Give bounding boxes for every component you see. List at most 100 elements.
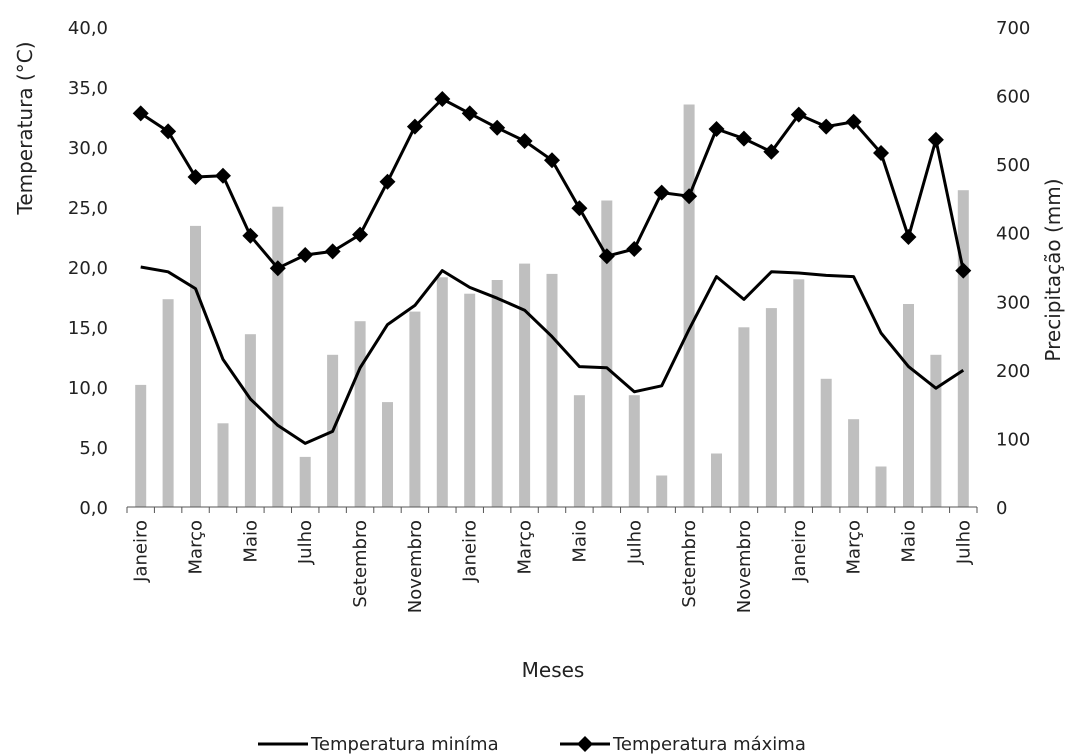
legend: Temperatura miníma Temperatura máxima — [258, 734, 806, 754]
max-temperature-marker — [434, 91, 451, 107]
max-temperature-marker — [955, 262, 972, 279]
precipitation-bar — [217, 423, 229, 507]
x-tick-label: Janeiro — [789, 520, 810, 583]
left-tick-label: 15,0 — [68, 318, 108, 339]
x-tick-label: Julho — [295, 520, 316, 565]
max-temperature-marker — [845, 113, 862, 130]
precipitation-bar — [930, 354, 942, 507]
y-axis-left-title: Temperatura (°C) — [13, 41, 37, 215]
precipitation-bar — [135, 384, 147, 507]
x-tick-label: Março — [515, 520, 536, 574]
max-temperature-line — [139, 97, 965, 271]
x-tick-label: Novembro — [734, 520, 755, 613]
precipitation-bar — [793, 279, 805, 507]
precipitation-bars — [135, 104, 969, 507]
legend-max-marker — [577, 736, 593, 752]
x-tick-label: Maio — [899, 520, 920, 563]
max-temperature-series — [132, 91, 972, 279]
right-tick-label: 400 — [996, 224, 1030, 245]
max-temperature-marker — [818, 118, 835, 135]
max-temperature-marker — [461, 105, 478, 122]
precipitation-bar — [409, 311, 421, 507]
x-axis-title: Meses — [522, 658, 585, 682]
max-temperature-marker — [544, 152, 560, 169]
x-axis-ticks: Janeiro Março Maio Julho Setembro Novembro Jan… — [131, 520, 975, 613]
max-temperature-marker — [489, 119, 506, 136]
max-temperature-marker — [160, 123, 177, 140]
x-tick-label: Março — [844, 520, 865, 574]
precipitation-bar — [765, 308, 777, 507]
max-temperature-marker — [927, 131, 944, 148]
max-temperature-marker — [187, 169, 204, 185]
legend-max-label: Temperatura máxima — [612, 734, 806, 754]
max-temperature-marker — [626, 241, 643, 257]
precipitation-bar — [464, 293, 476, 507]
max-temperature-marker — [873, 145, 890, 161]
precipitation-bar — [573, 395, 585, 507]
precipitation-bar — [601, 200, 613, 507]
max-temperature-marker — [763, 143, 780, 160]
right-tick-label: 600 — [996, 87, 1030, 108]
max-temperature-marker — [297, 247, 314, 263]
right-tick-label: 0 — [996, 498, 1007, 519]
precipitation-bar — [272, 206, 284, 507]
min-temperature-line — [140, 265, 965, 445]
precipitation-bar — [957, 190, 969, 507]
precipitation-bar — [628, 395, 640, 507]
max-temperature-marker — [406, 118, 423, 135]
x-tick-label: Setembro — [679, 520, 700, 608]
precipitation-bar — [491, 280, 503, 507]
max-temperature-marker — [132, 105, 149, 122]
precipitation-bar — [382, 402, 393, 507]
right-axis-ticks: 0 100 200 300 400 500 600 700 — [996, 18, 1030, 519]
left-tick-label: 5,0 — [79, 438, 108, 459]
y-axis-right-title: Precipitação (mm) — [1041, 178, 1065, 361]
left-tick-label: 0,0 — [79, 498, 108, 519]
precipitation-bar — [903, 304, 914, 507]
max-temperature-marker — [653, 184, 670, 201]
left-tick-label: 35,0 — [68, 78, 108, 99]
precipitation-bar — [244, 334, 256, 507]
min-temperature-series — [140, 265, 965, 445]
max-temperature-marker — [242, 227, 259, 244]
precipitation-bar — [656, 475, 668, 507]
right-tick-label: 700 — [996, 18, 1030, 39]
precipitation-bar — [711, 453, 722, 507]
max-temperature-marker — [708, 121, 725, 137]
left-axis-ticks: 0,0 5,0 10,0 15,0 20,0 25,0 30,0 35,0 40,0 — [68, 18, 108, 519]
right-tick-label: 500 — [996, 155, 1030, 176]
precipitation-bar — [546, 273, 558, 507]
right-tick-label: 300 — [996, 292, 1030, 313]
x-tick-label: Julho — [624, 520, 645, 565]
axes — [126, 506, 978, 513]
precipitation-bar — [683, 104, 695, 507]
precipitation-bar — [190, 225, 201, 507]
max-temperature-marker — [900, 229, 917, 245]
precipitation-bar — [299, 456, 311, 507]
max-temperature-marker — [790, 106, 807, 123]
max-temperature-marker — [214, 167, 231, 184]
right-tick-label: 100 — [996, 429, 1030, 450]
max-temperature-marker — [735, 130, 752, 147]
right-tick-label: 200 — [996, 361, 1030, 382]
x-tick-label: Maio — [240, 520, 261, 563]
x-tick-label: Janeiro — [131, 520, 152, 583]
precipitation-bar — [519, 263, 531, 507]
max-temperature-marker — [352, 226, 369, 243]
left-tick-label: 25,0 — [68, 198, 108, 219]
max-temperature-marker — [598, 248, 615, 265]
precipitation-bar — [354, 321, 366, 507]
precipitation-bar — [162, 299, 174, 507]
x-tick-label: Novembro — [405, 520, 426, 613]
precipitation-bar — [820, 378, 832, 507]
max-temperature-marker — [571, 200, 588, 217]
precipitation-bar — [875, 466, 887, 507]
max-temperature-marker — [324, 243, 341, 260]
x-tick-label: Julho — [953, 520, 974, 565]
precipitation-bar — [738, 327, 750, 507]
left-tick-label: 10,0 — [68, 378, 108, 399]
max-temperature-marker — [681, 188, 698, 205]
left-tick-label: 20,0 — [68, 258, 108, 279]
x-tick-label: Janeiro — [460, 520, 481, 583]
